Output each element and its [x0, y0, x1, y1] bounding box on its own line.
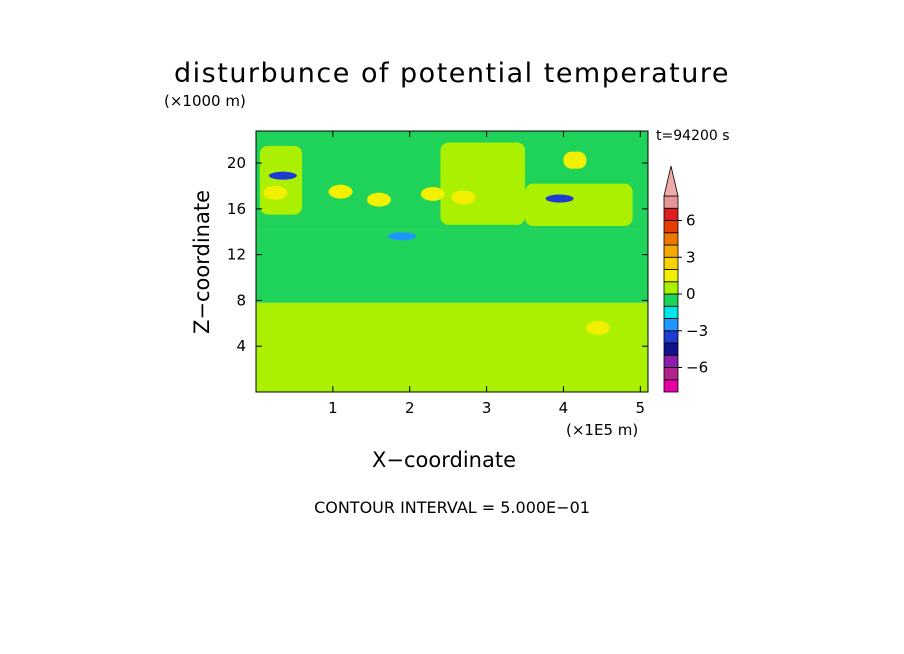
x-axis: 1 2 3 4 5	[328, 131, 645, 417]
contour-field	[256, 131, 648, 392]
field-region	[525, 183, 633, 227]
field-extreme	[451, 190, 476, 205]
field-extreme	[545, 194, 574, 203]
x-unit-label: (×1E5 m)	[566, 421, 639, 439]
colorbar-swatch	[663, 367, 679, 381]
field-region	[279, 316, 641, 370]
z-unit-label: (×1000 m)	[164, 92, 246, 110]
y-axis: 4 8 12 16 20	[227, 154, 648, 355]
colorbar-swatch	[663, 354, 679, 368]
colorbar-swatch	[663, 256, 679, 270]
field-extreme	[268, 171, 297, 180]
colorbar-swatch	[663, 281, 679, 295]
field-extreme	[420, 186, 445, 201]
field-extreme	[328, 184, 353, 199]
time-label: t=94200 s	[656, 128, 730, 144]
x-tick-label: 4	[559, 399, 569, 417]
field-region	[259, 145, 303, 215]
y-tick-label: 8	[236, 291, 246, 309]
y-tick-label: 12	[227, 246, 246, 264]
contour-interval-label: CONTOUR INTERVAL = 5.000E−01	[314, 498, 590, 517]
field-extreme	[586, 320, 611, 335]
field-extreme	[366, 192, 391, 207]
colorbar-swatch	[663, 269, 679, 283]
y-tick-label: 20	[227, 154, 246, 172]
colorbar-swatch	[663, 207, 679, 221]
field-region	[256, 377, 648, 392]
colorbar-swatch	[663, 330, 679, 344]
colorbar-extend-arrow	[663, 165, 679, 197]
colorbar-swatch	[663, 379, 679, 393]
x-tick-label: 2	[405, 399, 415, 417]
colorbar-swatch	[663, 220, 679, 234]
colorbar-swatch	[663, 305, 679, 319]
field-region	[256, 229, 648, 252]
plot-frame	[255, 130, 649, 393]
colorbar-swatch	[663, 195, 679, 209]
x-tick-label: 5	[636, 399, 646, 417]
x-tick-label: 3	[482, 399, 492, 417]
colorbar-tick-label: 0	[686, 285, 696, 303]
colorbar-tick-label: −6	[686, 359, 708, 377]
field-region	[256, 248, 648, 303]
colorbar-tick-label: 3	[686, 248, 696, 266]
x-tick-label: 1	[328, 399, 338, 417]
colorbar-tick-label: 6	[686, 212, 696, 230]
y-axis-label: Z−coordinate	[190, 190, 214, 334]
field-region	[440, 142, 526, 225]
field-extreme	[388, 232, 417, 241]
field-extreme	[263, 185, 288, 200]
colorbar-swatch	[663, 293, 679, 307]
colorbar: −6 −3 0 3 6	[663, 165, 708, 393]
colorbar-swatch	[663, 342, 679, 356]
y-tick-label: 4	[236, 337, 246, 355]
colorbar-swatch	[663, 232, 679, 246]
field-region	[563, 151, 587, 169]
x-axis-label: X−coordinate	[372, 448, 516, 472]
colorbar-tick-label: −3	[686, 322, 708, 340]
colorbar-swatch	[663, 244, 679, 258]
chart-title: disturbunce of potential temperature	[174, 58, 730, 89]
y-tick-label: 16	[227, 200, 246, 218]
colorbar-swatch	[663, 318, 679, 332]
